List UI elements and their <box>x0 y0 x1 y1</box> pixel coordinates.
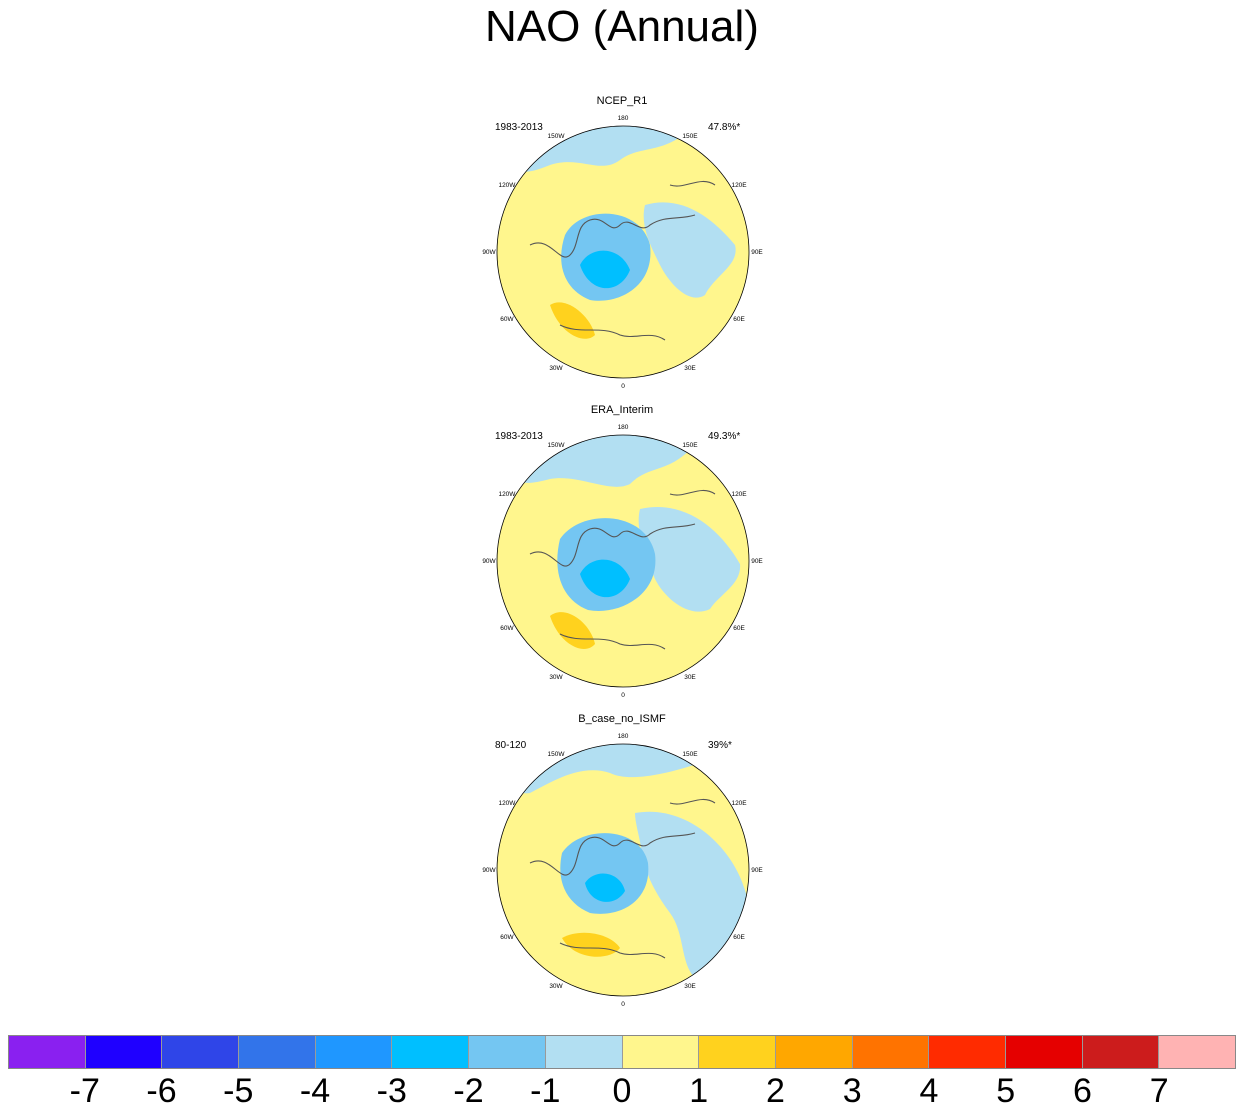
panel-period: 1983-2013 <box>495 122 543 133</box>
figure-title: NAO (Annual) <box>485 2 759 51</box>
negative-anomaly-region <box>635 811 748 978</box>
polar-map: 180 150E 120E 90E 60E 30E 0 30W 60W 90W 120W 150W <box>482 424 763 699</box>
longitude-label: 30E <box>684 365 696 372</box>
colorbar-tick-label: 4 <box>919 1072 939 1110</box>
colorbar-tick-label: 1 <box>689 1072 709 1110</box>
colorbar-swatch <box>699 1036 776 1068</box>
longitude-label: 60E <box>733 316 745 323</box>
colorbar-swatch <box>162 1036 240 1068</box>
colorbar <box>8 1035 1236 1069</box>
longitude-label: 0 <box>621 1001 625 1008</box>
longitude-label: 120W <box>498 182 516 189</box>
colorbar-tick-label: -3 <box>376 1072 407 1110</box>
coastline <box>529 489 716 650</box>
map-panel: 180 150E 120E 90E 60E 30E 0 30W 60W 90W 120W 150W B… <box>470 713 774 1013</box>
panel-variance: 39%* <box>708 740 732 751</box>
map-boundary <box>496 434 750 688</box>
colorbar-tick-label: 7 <box>1149 1072 1169 1110</box>
longitude-label: 30W <box>549 674 563 681</box>
longitude-label: 90W <box>482 249 496 256</box>
panel-variance: 49.3%* <box>708 431 741 442</box>
colorbar-swatch <box>392 1036 470 1068</box>
map-boundary <box>496 125 750 379</box>
polar-map: 180 150E 120E 90E 60E 30E 0 30W 60W 90W 120W 150W <box>482 115 763 390</box>
colorbar-tick-label: -1 <box>530 1072 561 1110</box>
colorbar-swatch <box>85 1036 163 1068</box>
longitude-label: 120E <box>731 800 747 807</box>
negative-anomaly-peak <box>585 873 625 902</box>
negative-anomaly-region <box>643 202 736 298</box>
longitude-label: 90W <box>482 558 496 565</box>
longitude-label: 60W <box>500 934 514 941</box>
longitude-label: 120E <box>731 491 747 498</box>
longitude-label: 150W <box>548 133 566 140</box>
longitude-label: 30E <box>684 983 696 990</box>
longitude-label: 180 <box>618 733 629 740</box>
colorbar-tick-label: 2 <box>766 1072 785 1110</box>
longitude-label: 30W <box>549 365 563 372</box>
longitude-label: 150W <box>548 751 566 758</box>
longitude-label: 90W <box>482 867 496 874</box>
colorbar-swatch <box>852 1036 930 1068</box>
longitude-label: 60E <box>733 934 745 941</box>
longitude-label: 120E <box>731 182 747 189</box>
longitude-label: 150E <box>682 442 698 449</box>
longitude-label: 30W <box>549 983 563 990</box>
positive-anomaly-region <box>550 612 595 649</box>
colorbar-swatch <box>775 1036 853 1068</box>
map-panel: 180 150E 120E 90E 60E 30E 0 30W 60W 90W 120W 150W E… <box>470 404 774 704</box>
map-boundary <box>496 743 750 997</box>
negative-anomaly-peak <box>580 250 630 289</box>
longitude-label: 0 <box>621 692 625 699</box>
longitude-label: 30E <box>684 674 696 681</box>
colorbar-swatch <box>315 1036 393 1068</box>
longitude-label: 60W <box>500 625 514 632</box>
colorbar-swatch <box>9 1036 86 1068</box>
colorbar-swatch <box>239 1036 316 1068</box>
longitude-label: 90E <box>751 867 763 874</box>
colorbar-tick-label: 5 <box>996 1072 1016 1110</box>
colorbar-tick-label: -4 <box>299 1072 331 1110</box>
negative-anomaly-core <box>560 833 649 914</box>
colorbar-tick-label: 6 <box>1073 1072 1092 1110</box>
colorbar-tick-label: -7 <box>69 1072 100 1110</box>
panel-title: ERA_Interim <box>590 404 654 416</box>
positive-anomaly-region <box>562 932 620 957</box>
panel-period: 80-120 <box>495 740 527 751</box>
colorbar-swatch <box>545 1036 623 1068</box>
longitude-label: 150E <box>682 133 698 140</box>
colorbar-swatch <box>1159 1036 1235 1068</box>
longitude-label: 150E <box>682 751 698 758</box>
longitude-label: 0 <box>621 383 625 390</box>
negative-anomaly-region <box>638 507 741 612</box>
colorbar-swatch <box>1005 1036 1083 1068</box>
colorbar-tick-label: -2 <box>453 1072 484 1110</box>
colorbar-tick-label: 3 <box>842 1072 862 1110</box>
panel-title: B_case_no_ISMF <box>578 713 666 725</box>
longitude-label: 180 <box>618 424 629 431</box>
longitude-label: 120W <box>498 491 516 498</box>
longitude-label: 60W <box>500 316 514 323</box>
longitude-label: 180 <box>618 115 629 122</box>
coastline <box>529 180 716 341</box>
panel-period: 1983-2013 <box>495 431 543 442</box>
longitude-label: 60E <box>733 625 745 632</box>
colorbar-tick-label: -5 <box>223 1072 254 1110</box>
colorbar-swatch <box>469 1036 546 1068</box>
colorbar-tick-label: 0 <box>612 1072 632 1110</box>
longitude-label: 150W <box>548 442 566 449</box>
longitude-label: 90E <box>751 249 763 256</box>
colorbar-swatch <box>929 1036 1006 1068</box>
map-panel: 180 150E 120E 90E 60E 30E 0 30W 60W 90W 120W 150W N… <box>470 95 774 395</box>
polar-map: 180 150E 120E 90E 60E 30E 0 30W 60W 90W 120W 150W <box>482 733 763 1008</box>
panel-title: NCEP_R1 <box>596 95 648 107</box>
longitude-label: 90E <box>751 558 763 565</box>
negative-anomaly-peak <box>580 559 630 598</box>
coastline <box>529 798 716 959</box>
longitude-label: 120W <box>498 800 516 807</box>
colorbar-swatch <box>622 1036 700 1068</box>
colorbar-swatch <box>1082 1036 1160 1068</box>
panel-variance: 47.8%* <box>708 122 741 133</box>
colorbar-tick-label: -6 <box>146 1072 177 1110</box>
